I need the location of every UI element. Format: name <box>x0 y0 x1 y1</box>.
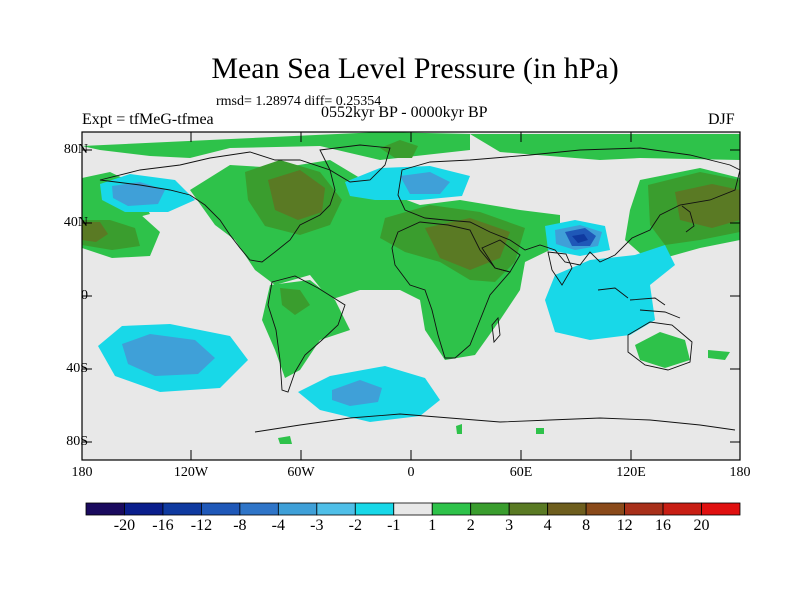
colorbar-label: 20 <box>693 517 710 534</box>
positive-field <box>456 424 462 434</box>
positive-field <box>470 134 740 160</box>
colorbar-box <box>431 502 472 516</box>
lon-label: 120W <box>173 465 209 480</box>
positive-field <box>635 332 690 368</box>
stats-line: rmsd= 1.28974 diff= 0.25354 <box>216 94 382 109</box>
colorbar-box <box>624 502 664 516</box>
colorbar-label: 1 <box>428 517 437 534</box>
colorbar-box <box>701 502 741 516</box>
colorbar-label: -2 <box>348 517 362 534</box>
colorbar-label: -3 <box>310 517 324 534</box>
coastline-india <box>547 251 573 286</box>
lon-label: 120E <box>616 465 646 480</box>
colorbar-box <box>547 502 587 516</box>
coastline-arabia <box>481 239 521 273</box>
plot-title: Mean Sea Level Pressure (in hPa) <box>211 52 619 85</box>
colorbar-box <box>508 502 549 516</box>
coastline-australia <box>627 321 693 371</box>
colorbar-label: 2 <box>466 517 475 534</box>
coastline-antarctica <box>254 413 736 433</box>
lat-label: 80S <box>66 434 88 449</box>
positive-field <box>280 288 310 315</box>
colorbar-box <box>85 502 125 516</box>
map-frame <box>81 131 741 461</box>
negative-field <box>112 182 165 206</box>
colorbar-box <box>124 502 164 516</box>
lat-label: 40S <box>66 361 88 376</box>
colorbar <box>85 502 741 516</box>
coastline-north-america <box>99 151 336 263</box>
colorbar-label: -12 <box>190 517 213 534</box>
lat-label: 40N <box>63 215 88 230</box>
colorbar-box <box>239 502 279 516</box>
coastline-madagascar <box>491 316 501 344</box>
colorbar-box <box>201 502 241 516</box>
negative-field <box>400 172 450 194</box>
positive-field <box>536 428 544 434</box>
colorbar-label: 16 <box>655 517 672 534</box>
coastline-south-america <box>267 275 346 393</box>
coastline-africa <box>391 221 511 359</box>
negative-field <box>122 334 215 376</box>
positive-field <box>380 140 418 158</box>
positive-field <box>708 350 730 360</box>
colorbar-label: -4 <box>271 517 286 534</box>
positive-field <box>278 436 292 444</box>
coastlines <box>99 144 741 433</box>
colorbar-box <box>277 502 318 516</box>
coastline-greenland <box>319 144 391 183</box>
colorbar-box <box>162 502 202 516</box>
positive-field <box>268 170 325 220</box>
colorbar-label: -1 <box>387 517 401 534</box>
lon-label: 0 <box>407 465 415 480</box>
colorbar-box <box>662 502 702 516</box>
positive-field <box>82 132 470 160</box>
lon-label: 60E <box>509 465 533 480</box>
season-label: DJF <box>708 111 735 128</box>
colorbar-label: 3 <box>505 517 514 534</box>
anomaly-fields <box>82 132 740 444</box>
colorbar-label: 8 <box>582 517 591 534</box>
lat-label: 0 <box>81 288 88 303</box>
lon-label: 180 <box>729 465 751 480</box>
positive-field <box>82 222 108 242</box>
colorbar-box <box>316 502 356 516</box>
colorbar-box <box>470 502 510 516</box>
negative-field <box>572 234 588 243</box>
period-label: 0552kyr BP - 0000kyr BP <box>321 104 488 121</box>
coastline-indonesia <box>597 287 681 319</box>
coastline-eurasia <box>397 147 741 266</box>
negative-field <box>332 380 382 406</box>
colorbar-label: -8 <box>233 517 247 534</box>
colorbar-label: 4 <box>543 517 552 534</box>
lon-label: 180 <box>71 465 93 480</box>
colorbar-box <box>354 502 395 516</box>
coastline-japan <box>681 205 695 233</box>
experiment-label: Expt = tfMeG-tfmea <box>82 111 214 128</box>
negative-field <box>545 245 675 340</box>
colorbar-box <box>393 502 433 516</box>
lat-label: 80N <box>63 142 88 157</box>
colorbar-label: 12 <box>616 517 633 534</box>
lon-label: 60W <box>287 465 315 480</box>
colorbar-label: -20 <box>113 517 136 534</box>
colorbar-label: -16 <box>152 517 174 534</box>
colorbar-box <box>585 502 625 516</box>
